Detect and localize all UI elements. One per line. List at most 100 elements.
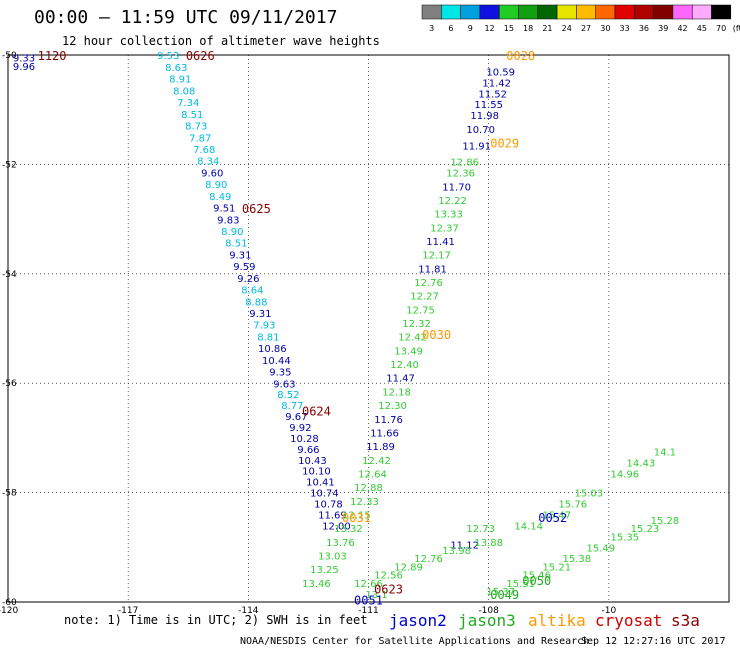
swh-point-label: 12.76 [414, 278, 443, 289]
legend-label: 6 [448, 24, 453, 33]
mission-legend: jason2 jason3 altika cryosat s3a [389, 611, 700, 630]
track-time-label: 0623 [374, 582, 403, 596]
legend-swatch [691, 4, 712, 20]
y-tick-label: -60 [2, 598, 17, 608]
mission-label-s3a: s3a [671, 611, 700, 630]
swh-point-label: 8.34 [197, 157, 219, 168]
swh-point-label: 8.73 [185, 122, 207, 133]
legend-swatch [634, 4, 654, 20]
swh-point-label: 15.03 [574, 489, 603, 500]
swh-point-label: 8.77 [281, 401, 303, 412]
legend-label: 42 [677, 24, 687, 33]
legend-label: 15 [504, 24, 514, 33]
legend-swatch [614, 4, 635, 20]
track-time-label: 0625 [242, 202, 271, 216]
swh-point-label: 15.46 [522, 571, 551, 582]
swh-point-label: 9.26 [237, 274, 259, 285]
y-tick-label: -54 [2, 270, 17, 280]
swh-point-label: 9.51 [213, 204, 235, 215]
swh-point-label: 10.59 [486, 67, 515, 78]
legend-label: 30 [600, 24, 610, 33]
swh-point-label: 15.49 [587, 543, 616, 554]
swh-point-label: 12.27 [410, 292, 439, 303]
footer-credit: NOAA/NESDIS Center for Satellite Applica… [240, 636, 589, 647]
swh-point-label: 9.83 [217, 216, 239, 227]
data-points: 9.538.638.918.087.348.518.737.877.688.34… [13, 51, 679, 601]
track-time-label: 0030 [422, 328, 451, 342]
x-tick-label: -120 [0, 606, 18, 616]
swh-point-label: 13.33 [434, 210, 463, 221]
track-time-label: 0050 [522, 574, 551, 588]
swh-point-label: 11.69 [318, 510, 347, 521]
swh-point-label: 9.92 [289, 423, 311, 434]
swh-point-label: 15.23 [631, 524, 660, 535]
swh-point-label: 13.25 [310, 565, 339, 576]
swh-point-label: 9.60 [201, 169, 223, 180]
y-tick-label: -50 [2, 51, 17, 61]
swh-point-label: 12.89 [394, 562, 423, 573]
swh-point-label: 7.68 [193, 145, 215, 156]
swh-point-label: 11.12 [450, 541, 479, 552]
swh-point-label: 12.56 [374, 571, 403, 582]
swh-point-label: 13.1 [365, 590, 387, 601]
legend-swatch [518, 4, 539, 20]
x-tick-label: -117 [118, 606, 138, 616]
swh-point-label: 13.88 [474, 538, 503, 549]
legend-label: 70 [716, 24, 726, 33]
legend-label: 33 [620, 24, 630, 33]
swh-point-label: 8.63 [165, 63, 187, 74]
swh-point-label: 10.43 [298, 456, 327, 467]
legend-swatch [479, 4, 500, 20]
swh-point-label: 15.38 [562, 554, 591, 565]
swh-point-label: 13.32 [334, 524, 363, 535]
swh-point-label: 8.49 [209, 192, 231, 203]
swh-point-label: 13.76 [326, 538, 355, 549]
swh-point-label: 8.90 [221, 227, 243, 238]
swh-point-label: 11.70 [442, 182, 471, 193]
swh-point-label: 9.66 [297, 445, 319, 456]
swh-point-label: 9.59 [233, 262, 255, 273]
legend-label: 39 [658, 24, 668, 33]
legend-label: 27 [581, 24, 591, 33]
x-tick-label: -10 [601, 606, 616, 616]
swh-point-label: 10.41 [306, 478, 335, 489]
note-text: note: 1) Time is in UTC; 2) SWH is in fe… [64, 613, 367, 627]
legend-label: 24 [562, 24, 572, 33]
swh-point-label: 12.73 [466, 524, 495, 535]
swh-point-label: 12.32 [402, 319, 431, 330]
swh-point-label: 10.44 [262, 356, 291, 367]
swh-point-label: 12.76 [414, 554, 443, 565]
swh-point-label: 10.78 [314, 500, 343, 511]
swh-point-label: 14.43 [627, 459, 656, 470]
swh-point-label: 12.88 [354, 483, 383, 494]
track-time-label: 0626 [186, 49, 215, 63]
legend-swatch [595, 4, 616, 20]
swh-point-label: 11.66 [370, 428, 399, 439]
legend-swatch [460, 4, 481, 20]
swh-point-label: 15.76 [558, 500, 587, 511]
swh-point-label: 8.52 [277, 390, 299, 401]
legend-swatch [537, 4, 558, 20]
y-tick-label: -52 [2, 160, 17, 170]
track-time-label: 1120 [38, 49, 67, 63]
legend-swatch [421, 4, 442, 20]
legend-label: 3 [429, 24, 434, 33]
legend-label: 9 [468, 24, 473, 33]
swh-point-label: 9.53 [157, 51, 179, 62]
swh-point-label: 12.33 [350, 497, 379, 508]
swh-point-label: 11.89 [366, 442, 395, 453]
swh-point-label: 14.1 [654, 448, 676, 459]
swh-point-label: 11.41 [426, 237, 455, 248]
legend-swatch [576, 4, 596, 20]
swh-point-label: 12.30 [378, 401, 407, 412]
track-time-label: 0052 [538, 511, 567, 525]
swh-point-label: 11.76 [374, 415, 403, 426]
legend-unit: (ft) [733, 24, 740, 33]
track-time-label: 0031 [342, 511, 371, 525]
x-tick-label: -114 [238, 606, 259, 616]
swh-point-label: 10.10 [302, 467, 331, 478]
swh-point-label: 12.66 [354, 579, 383, 590]
swh-point-label: 11.55 [474, 100, 503, 111]
swh-point-label: 12.75 [406, 305, 435, 316]
